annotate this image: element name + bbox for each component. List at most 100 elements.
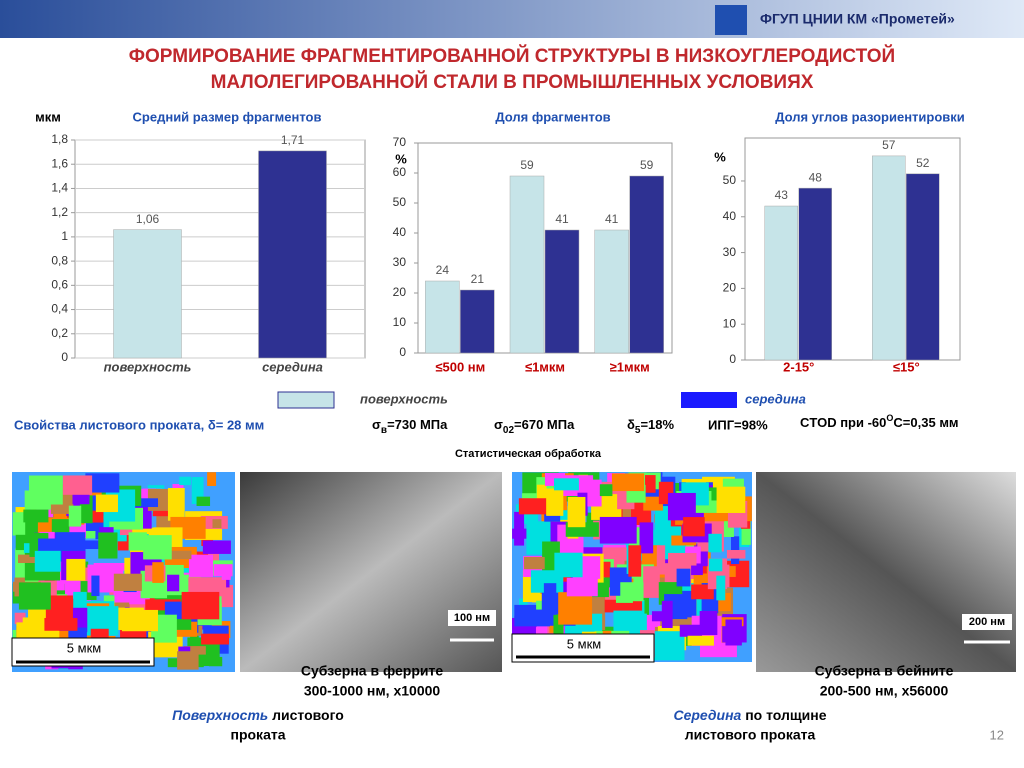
grain	[202, 540, 231, 554]
grain	[518, 498, 548, 515]
grain	[705, 617, 744, 627]
y-tick-label: 0,4	[51, 302, 68, 316]
value-label: 59	[640, 158, 654, 172]
bar	[594, 229, 629, 354]
bar	[113, 229, 182, 359]
legend-swatch	[277, 391, 335, 409]
footer: Середина по толщине	[673, 707, 826, 723]
x-tick-label: середина	[262, 359, 323, 374]
bar	[872, 155, 906, 361]
grain	[566, 577, 598, 597]
scale-label: 100 нм	[454, 612, 490, 624]
value-label: 52	[916, 156, 930, 170]
bar	[629, 175, 664, 354]
caption: 300-1000 нм, х10000	[304, 683, 441, 699]
grain	[611, 473, 645, 492]
grain	[696, 597, 707, 618]
bar	[906, 173, 940, 361]
grain	[91, 575, 100, 597]
tem-image	[756, 472, 1016, 672]
grain	[524, 556, 545, 570]
y-tick-label: 10	[393, 315, 407, 329]
footer: листового проката	[685, 727, 816, 743]
caption: Субзерна в бейните	[815, 663, 954, 679]
y-tick-label: 0	[61, 350, 68, 364]
grain	[181, 591, 220, 620]
y-tick-label: 40	[723, 209, 737, 223]
y-unit: %	[714, 149, 726, 164]
grain	[145, 599, 181, 611]
grain	[18, 582, 51, 610]
page-number: 12	[990, 727, 1004, 742]
grain	[716, 486, 746, 513]
grain	[18, 554, 40, 563]
grain	[208, 541, 220, 570]
y-tick-label: 40	[393, 225, 407, 239]
property: σв=730 МПа	[372, 417, 448, 435]
grain	[121, 609, 158, 632]
legend-swatch	[681, 392, 737, 408]
grain	[676, 568, 691, 587]
grain	[113, 573, 142, 591]
plot-area	[744, 137, 961, 361]
y-tick-label: 1,4	[51, 181, 68, 195]
value-label: 43	[775, 188, 789, 202]
grain	[183, 646, 206, 655]
grain	[85, 473, 120, 493]
value-label: 24	[436, 263, 450, 277]
grain	[177, 651, 199, 670]
bar	[460, 289, 495, 354]
property: δ5=18%	[627, 417, 675, 435]
grain	[23, 509, 49, 523]
y-tick-label: 0	[729, 352, 736, 366]
x-tick-label: 2-15°	[783, 359, 814, 374]
y-tick-label: 20	[723, 281, 737, 295]
grain	[651, 611, 669, 622]
grain	[198, 656, 210, 667]
legend-label: поверхность	[360, 391, 448, 406]
grain	[594, 547, 633, 562]
grain	[661, 600, 673, 628]
bar	[425, 280, 460, 354]
grain	[708, 533, 722, 553]
value-label: 57	[882, 138, 896, 152]
y-tick-label: 70	[393, 135, 407, 149]
grain	[536, 484, 547, 506]
grain	[587, 479, 602, 507]
y-tick-label: 0	[399, 345, 406, 359]
y-tick-label: 0,8	[51, 253, 68, 267]
grain	[16, 622, 51, 642]
grain	[741, 519, 751, 545]
grain	[667, 492, 696, 521]
value-label: 1,71	[281, 133, 305, 147]
value-label: 41	[555, 212, 569, 226]
scale-label: 200 нм	[969, 616, 1005, 628]
grain	[643, 566, 660, 598]
grain	[85, 519, 105, 532]
property: ИПГ=98%	[708, 417, 768, 432]
grain	[95, 494, 118, 513]
grain	[152, 562, 164, 583]
y-tick-label: 30	[723, 245, 737, 259]
property: CTOD при -60OC=0,35 мм	[800, 413, 959, 430]
grain	[514, 511, 525, 546]
grain	[128, 532, 147, 551]
grain	[651, 631, 685, 661]
x-tick-label: ≥1мкм	[610, 359, 650, 374]
grain	[628, 545, 642, 577]
grain	[553, 614, 564, 644]
grain	[155, 564, 184, 576]
scale-label: 5 мкм	[567, 636, 601, 651]
grain	[599, 516, 637, 544]
scale-box	[448, 610, 496, 626]
y-unit: мкм	[35, 109, 61, 124]
grain	[191, 477, 204, 504]
header-band	[0, 0, 1024, 38]
grain	[645, 475, 656, 493]
grain	[699, 610, 718, 636]
grain	[188, 577, 227, 597]
grain	[687, 635, 714, 646]
org: ФГУП ЦНИИ КМ «Прометей»	[760, 11, 955, 27]
grain	[679, 624, 703, 637]
